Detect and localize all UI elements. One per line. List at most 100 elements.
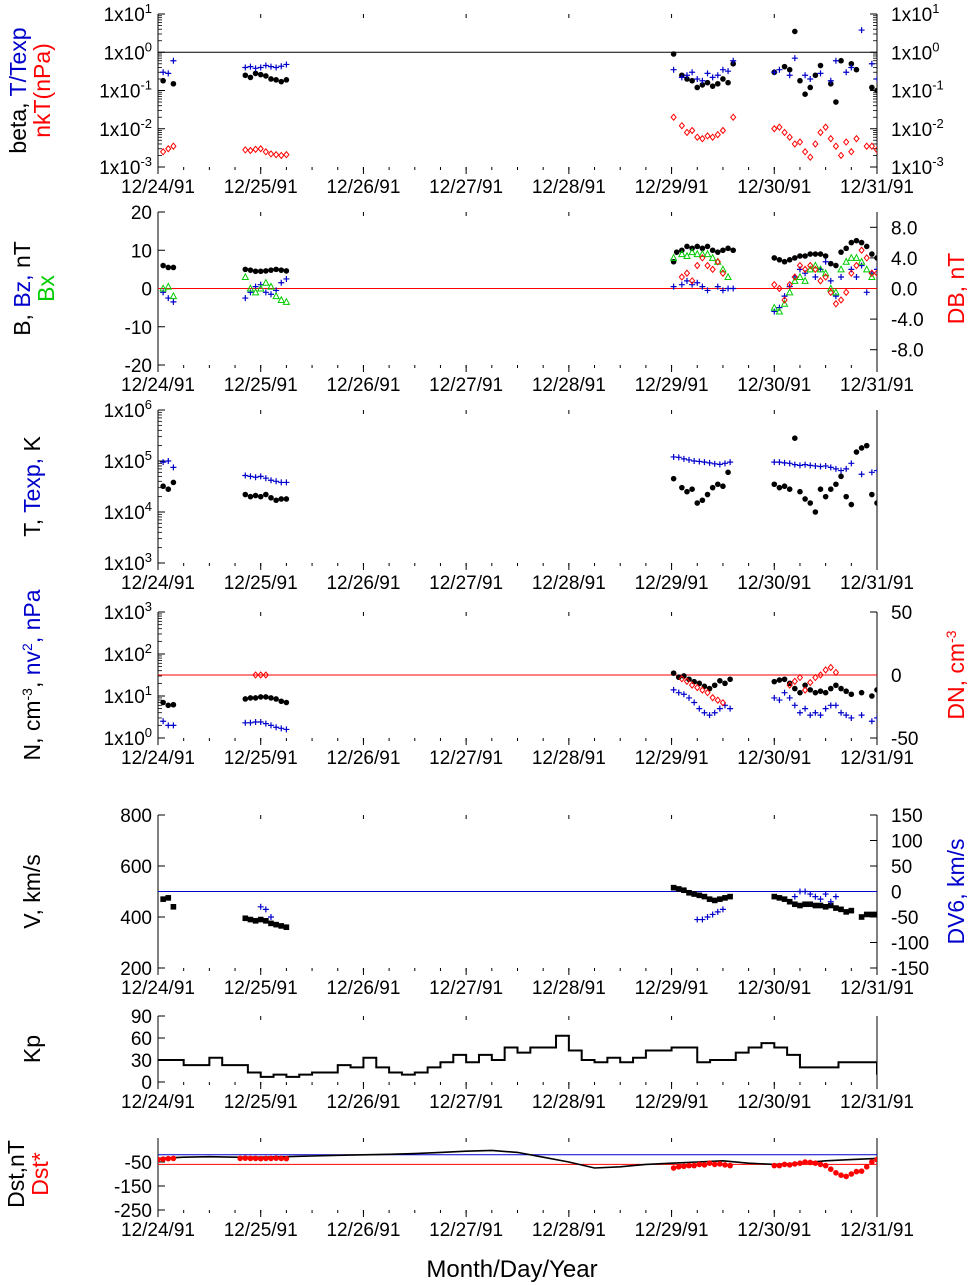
data-point	[812, 902, 819, 909]
data-point	[706, 896, 713, 902]
data-point	[283, 268, 290, 274]
data-point	[278, 151, 285, 160]
data-point	[812, 140, 819, 148]
data-point	[242, 72, 249, 79]
data-point	[832, 142, 840, 150]
data-point	[797, 902, 803, 909]
data-point	[283, 150, 290, 159]
data-point	[278, 479, 285, 486]
data-point	[684, 488, 690, 495]
data-point	[816, 265, 825, 273]
data-point	[694, 84, 701, 91]
data-point	[812, 274, 819, 281]
tick-label: -4.0	[891, 310, 924, 331]
data-point	[791, 276, 799, 284]
data-point	[688, 126, 696, 135]
data-point	[848, 64, 855, 71]
data-point	[817, 70, 824, 77]
panel-beta: 12/24/91 12/25/91 12/26/91 12/27/91 12/28/91…	[5, 1, 944, 198]
data-point	[686, 694, 693, 701]
data-point	[858, 246, 865, 255]
data-point	[699, 686, 706, 694]
data-point	[283, 275, 290, 282]
data-point	[268, 494, 274, 501]
data-point	[801, 276, 809, 284]
tick-label: 12/31/91	[840, 978, 914, 999]
data-point	[714, 696, 721, 704]
data-point	[775, 307, 784, 315]
data-point	[791, 273, 798, 281]
data-point	[817, 486, 824, 492]
data-point	[714, 283, 721, 290]
data-point	[716, 461, 723, 468]
data-point	[722, 680, 728, 687]
data-point	[853, 237, 860, 244]
data-point	[688, 681, 696, 689]
data-point	[681, 673, 687, 679]
tick-label: 12/24/91	[121, 177, 195, 198]
data-point	[247, 473, 254, 480]
data-point	[263, 268, 269, 274]
data-point	[720, 483, 726, 490]
data-point	[719, 126, 727, 135]
data-point	[257, 144, 264, 153]
tick-label: 12/26/91	[326, 748, 400, 769]
data-point	[273, 921, 279, 928]
data-point	[833, 905, 839, 911]
data-point	[670, 475, 677, 482]
data-point	[242, 295, 249, 302]
data-point	[262, 147, 270, 156]
data-point	[678, 121, 685, 130]
data-point	[277, 295, 286, 303]
data-point	[817, 277, 824, 285]
data-point	[868, 142, 876, 150]
data-point	[273, 1155, 279, 1161]
tick-label: 600	[120, 857, 152, 878]
tick-label: 1x101	[104, 1, 152, 26]
panel-bfield: 12/24/91 12/25/91 12/26/91 12/27/91 12/28/91…	[9, 203, 969, 396]
data-point	[252, 65, 259, 72]
data-point	[858, 27, 865, 34]
data-point	[678, 74, 685, 81]
data-point	[691, 458, 698, 464]
data-point	[714, 130, 721, 139]
data-point	[827, 902, 834, 909]
data-point	[874, 1156, 877, 1163]
data-point	[817, 62, 824, 69]
data-point	[242, 266, 249, 273]
data-point	[694, 243, 701, 250]
data-point	[725, 469, 731, 476]
data-point	[771, 893, 778, 900]
data-point	[688, 277, 696, 285]
tick-label: 12/24/91	[121, 978, 195, 999]
data-point	[843, 909, 849, 915]
y-axis-label-right: DV6, km/s	[943, 838, 969, 944]
data-point	[858, 471, 865, 478]
data-point	[786, 486, 793, 492]
data-point	[714, 249, 721, 255]
data-point	[247, 74, 254, 81]
data-point	[786, 694, 793, 701]
data-point	[268, 76, 274, 82]
data-point	[252, 492, 259, 499]
data-point	[858, 1168, 865, 1174]
data-point	[776, 66, 783, 73]
y-axis-label: Kp	[19, 1035, 45, 1063]
data-point	[786, 257, 793, 263]
data-point	[807, 678, 814, 687]
data-point	[807, 251, 814, 257]
data-point	[848, 460, 855, 467]
data-point	[807, 75, 814, 82]
data-point	[160, 1156, 166, 1162]
tick-label: -150	[891, 959, 929, 980]
data-point	[730, 60, 736, 67]
data-point	[273, 696, 279, 702]
data-point	[730, 285, 737, 292]
data-point	[827, 663, 834, 672]
data-point	[843, 688, 849, 695]
tick-label: 12/30/91	[737, 748, 811, 769]
data-point	[791, 702, 798, 709]
data-point	[786, 72, 793, 79]
data-point	[670, 884, 677, 891]
